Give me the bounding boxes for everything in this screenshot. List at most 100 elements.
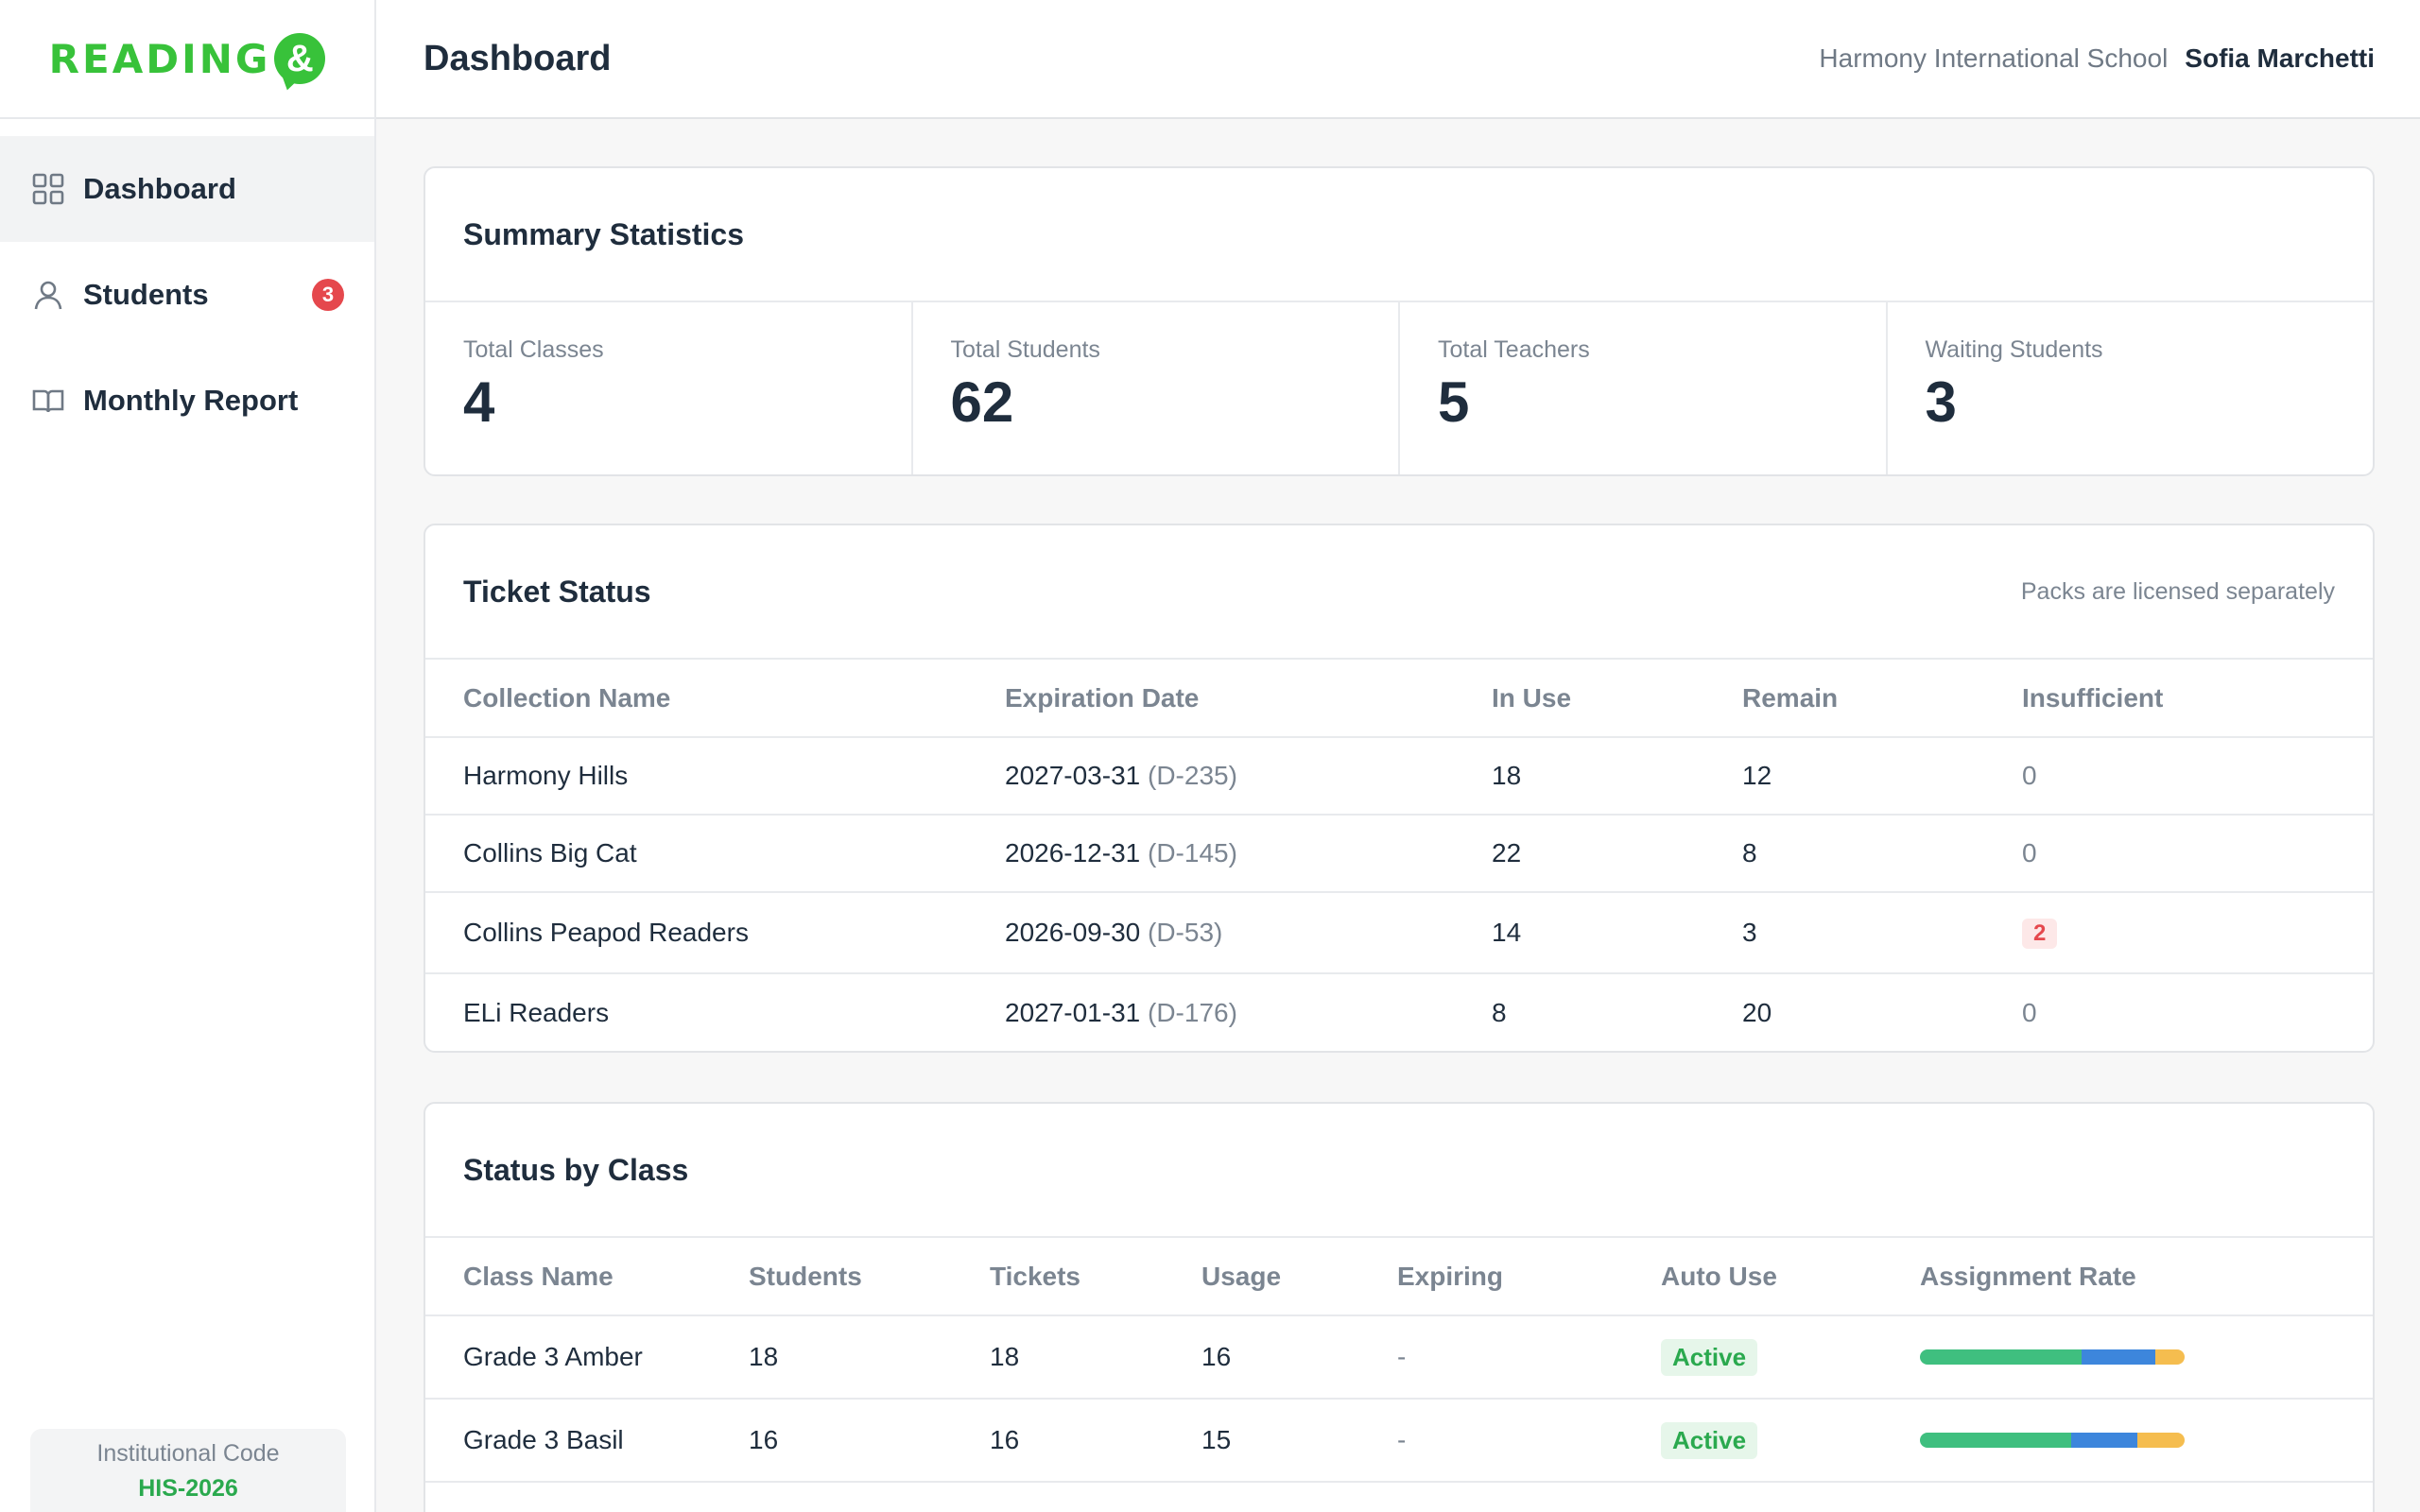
assignment-rate-cell — [1920, 1399, 2373, 1482]
expiration-date: 2026-12-31 (D-145) — [1005, 815, 1492, 892]
students-count-badge: 3 — [312, 279, 344, 311]
assignment-rate-bar — [1920, 1349, 2185, 1365]
column-header[interactable]: Expiring — [1397, 1238, 1661, 1315]
column-header[interactable]: Tickets — [990, 1238, 1201, 1315]
students-value: 18 — [749, 1315, 990, 1399]
rate-segment-used — [2082, 1349, 2155, 1365]
user-icon — [32, 279, 64, 311]
table-row[interactable]: Harmony Hills 2027-03-31 (D-235) 18 12 0 — [425, 737, 2373, 815]
user-name[interactable]: Sofia Marchetti — [2185, 43, 2375, 74]
stat-total-teachers: Total Teachers 5 — [1400, 302, 1888, 474]
column-header[interactable]: Collection Name — [425, 660, 1005, 737]
card-title: Status by Class — [463, 1153, 688, 1188]
collection-name: ELi Readers — [425, 973, 1005, 1051]
sidebar-item-label: Dashboard — [83, 172, 236, 206]
collection-name: Harmony Hills — [425, 737, 1005, 815]
stat-label: Total Classes — [463, 336, 873, 364]
expiration-date: 2027-01-31 (D-176) — [1005, 973, 1492, 1051]
table-row[interactable]: Grade 3 Basil 16 16 15 - Active — [425, 1399, 2373, 1482]
table-row[interactable]: Collins Peapod Readers 2026-09-30 (D-53)… — [425, 892, 2373, 973]
remain-value: 12 — [1742, 737, 2022, 815]
sidebar-item-monthly-report[interactable]: Monthly Report — [0, 348, 374, 454]
stat-label: Total Teachers — [1438, 336, 1848, 364]
card-header: Summary Statistics — [425, 168, 2373, 302]
column-header[interactable]: Assignment Rate — [1920, 1238, 2373, 1315]
table-row[interactable]: Collins Big Cat 2026-12-31 (D-145) 22 8 … — [425, 815, 2373, 892]
top-header: Dashboard Harmony International School S… — [376, 0, 2420, 119]
school-name: Harmony International School — [1819, 43, 2168, 74]
expiring-value: - — [1397, 1315, 1661, 1399]
students-value: 16 — [749, 1399, 990, 1482]
sidebar-item-label: Monthly Report — [83, 384, 298, 418]
days-left: (D-145) — [1148, 838, 1237, 868]
in-use-value: 14 — [1492, 892, 1742, 973]
insufficient-cell: 2 — [2022, 892, 2373, 973]
column-header[interactable]: Insufficient — [2022, 660, 2373, 737]
logo-text: READING — [49, 36, 271, 82]
rate-segment-used — [2071, 1433, 2137, 1448]
stats-row: Total Classes 4 Total Students 62 Total … — [425, 302, 2373, 474]
stat-value: 4 — [463, 369, 873, 435]
assignment-rate-bar — [1920, 1433, 2185, 1448]
stat-value: 5 — [1438, 369, 1848, 435]
stat-label: Total Students — [951, 336, 1361, 364]
table-header-row: Collection Name Expiration Date In Use R… — [425, 660, 2373, 737]
column-header[interactable]: In Use — [1492, 660, 1742, 737]
summary-statistics-card: Summary Statistics Total Classes 4 Total… — [424, 166, 2375, 476]
table-row[interactable]: ELi Readers 2027-01-31 (D-176) 8 20 0 — [425, 973, 2373, 1051]
sidebar-nav: Dashboard Students 3 Monthly Report — [0, 119, 374, 454]
expiration-date: 2027-03-31 (D-235) — [1005, 737, 1492, 815]
sidebar: READING & Dashboard Students 3 Monthly R… — [0, 0, 376, 1512]
tickets-value: 16 — [990, 1399, 1201, 1482]
sidebar-item-students[interactable]: Students 3 — [0, 242, 374, 348]
date-value: 2026-12-31 — [1005, 838, 1140, 868]
column-header[interactable]: Expiration Date — [1005, 660, 1492, 737]
assignment-rate-cell — [1920, 1315, 2373, 1399]
sidebar-item-dashboard[interactable]: Dashboard — [0, 136, 374, 242]
insufficient-value: 0 — [2022, 815, 2373, 892]
column-header[interactable]: Remain — [1742, 660, 2022, 737]
institution-code-label: Institutional Code — [30, 1440, 346, 1468]
column-header[interactable]: Class Name — [425, 1238, 749, 1315]
logo-mark: & — [274, 33, 325, 84]
card-title: Ticket Status — [463, 575, 651, 610]
institution-code-value: HIS-2026 — [30, 1475, 346, 1503]
table-header-row: Class Name Students Tickets Usage Expiri… — [425, 1238, 2373, 1315]
in-use-value: 18 — [1492, 737, 1742, 815]
date-value: 2027-03-31 — [1005, 761, 1140, 790]
column-header[interactable]: Auto Use — [1661, 1238, 1920, 1315]
column-header[interactable]: Usage — [1201, 1238, 1397, 1315]
in-use-value: 8 — [1492, 973, 1742, 1051]
brand-logo[interactable]: READING & — [0, 0, 374, 119]
stat-label: Waiting Students — [1926, 336, 2336, 364]
expiring-value: - — [1397, 1399, 1661, 1482]
grid-icon — [32, 173, 64, 205]
usage-value: 15 — [1201, 1399, 1397, 1482]
auto-use-badge: Active — [1661, 1339, 1757, 1376]
page-title: Dashboard — [424, 39, 611, 79]
ticket-table: Collection Name Expiration Date In Use R… — [425, 660, 2373, 1051]
stat-value: 62 — [951, 369, 1361, 435]
rate-segment-assigned — [1920, 1349, 2082, 1365]
days-left: (D-53) — [1148, 918, 1222, 947]
auto-use-cell: Active — [1661, 1315, 1920, 1399]
auto-use-badge: Active — [1661, 1422, 1757, 1459]
column-header[interactable]: Students — [749, 1238, 990, 1315]
usage-value: 16 — [1201, 1315, 1397, 1399]
days-left: (D-235) — [1148, 761, 1237, 790]
ticket-status-card: Ticket Status Packs are licensed separat… — [424, 524, 2375, 1053]
sidebar-item-label: Students — [83, 278, 209, 312]
auto-use-cell: Active — [1661, 1399, 1920, 1482]
collection-name: Collins Big Cat — [425, 815, 1005, 892]
table-row-partial[interactable] — [425, 1482, 2373, 1512]
license-note: Packs are licensed separately — [2021, 578, 2335, 606]
insufficient-value: 0 — [2022, 737, 2373, 815]
remain-value: 8 — [1742, 815, 2022, 892]
table-row[interactable]: Grade 3 Amber 18 18 16 - Active — [425, 1315, 2373, 1399]
rate-segment-remaining — [2155, 1349, 2185, 1365]
remain-value: 20 — [1742, 973, 2022, 1051]
insufficient-value: 0 — [2022, 973, 2373, 1051]
status-by-class-card: Status by Class Class Name Students Tick… — [424, 1102, 2375, 1512]
book-icon — [32, 385, 64, 417]
card-title: Summary Statistics — [463, 217, 744, 252]
